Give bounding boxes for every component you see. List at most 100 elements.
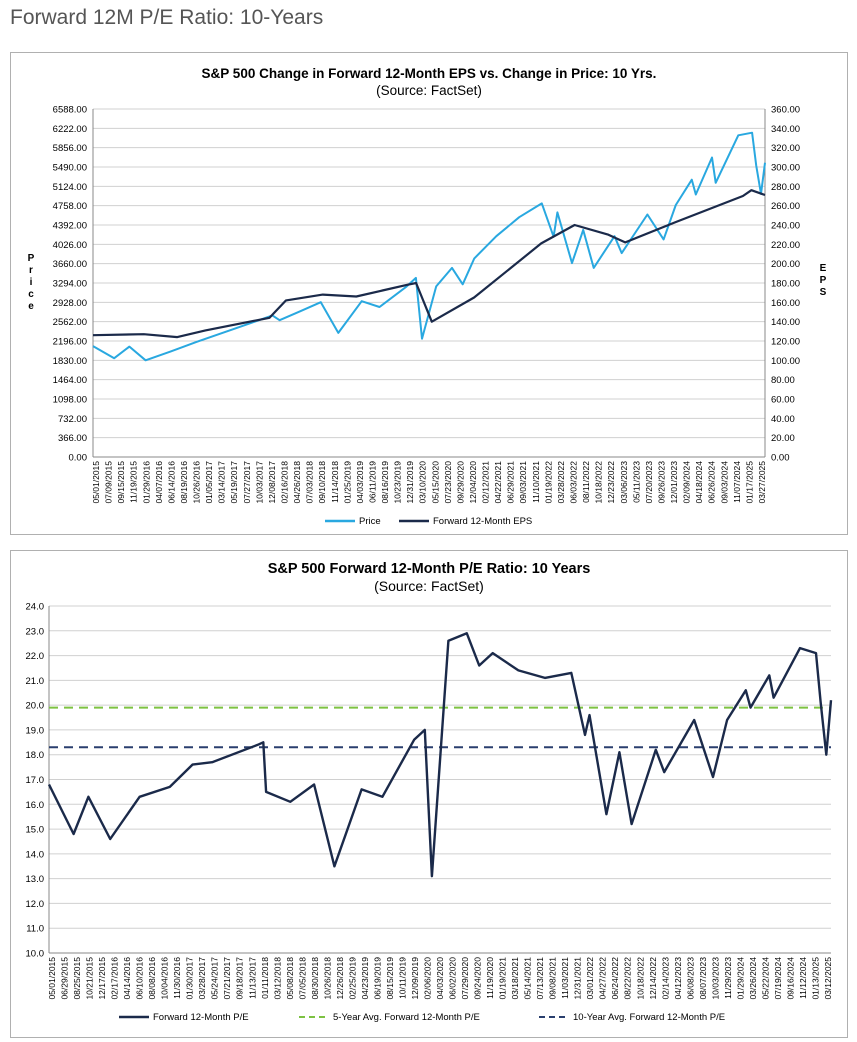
chart2-title: S&P 500 Forward 12-Month P/E Ratio: 10 Y… — [268, 561, 591, 577]
chart1-series — [92, 131, 766, 362]
chart2-x-tick-label: 09/18/2017 — [235, 957, 245, 1000]
chart2-y-tick-label: 23.0 — [26, 626, 45, 637]
chart1-left-tick-label: 5856.00 — [53, 143, 87, 154]
chart1-x-tick-label: 01/19/2022 — [543, 461, 553, 504]
chart1-left-tick-label: 3660.00 — [53, 259, 87, 270]
chart2-y-tick-label: 16.0 — [26, 800, 45, 811]
chart2-x-tick-label: 08/08/2016 — [147, 957, 157, 1000]
chart1-x-tick-label: 12/23/2022 — [606, 461, 616, 504]
chart2-x-tick-label: 08/22/2022 — [623, 957, 633, 1000]
pe-ratio-chart-panel: S&P 500 Forward 12-Month P/E Ratio: 10 Y… — [10, 550, 848, 1038]
chart1-x-tick-label: 09/03/2024 — [719, 461, 729, 504]
chart2-subtitle: (Source: FactSet) — [374, 578, 484, 594]
chart1-x-tick-label: 10/03/2017 — [254, 461, 264, 504]
chart1-x-tick-label: 05/11/2023 — [631, 461, 641, 503]
legend-10yr-avg-label: 10-Year Avg. Forward 12-Month P/E — [573, 1012, 725, 1023]
chart1-left-tick-label: 4758.00 — [53, 201, 87, 212]
axis-label-char: r — [29, 265, 33, 276]
axis-label-char: P — [820, 275, 827, 286]
chart1-x-tick-label: 03/14/2017 — [217, 461, 227, 504]
chart1-x-tick-label: 02/16/2018 — [279, 461, 289, 504]
chart1-x-tick-label: 11/10/2021 — [531, 461, 541, 503]
chart1-left-tick-label: 2928.00 — [53, 298, 87, 309]
chart1-left-axis: 6588.00 6222.00 5856.00 5490.00 5124.00 4758.… — [53, 105, 765, 464]
chart1-x-tick-label: 07/23/2020 — [443, 461, 453, 504]
axis-label-char: P — [28, 253, 35, 264]
chart2-x-tick-label: 07/21/2017 — [222, 957, 232, 1000]
axis-label-char: c — [28, 289, 34, 300]
chart1-gridlines — [93, 108, 765, 458]
chart1-left-tick-label: 5124.00 — [53, 182, 87, 193]
chart1-x-tick-label: 06/26/2024 — [707, 461, 717, 504]
chart2-x-tick-label: 03/26/2024 — [748, 957, 758, 1000]
chart1-x-tick-label: 02/12/2021 — [481, 461, 491, 504]
chart1-left-tick-label: 1098.00 — [53, 395, 87, 406]
chart2-x-tick-label: 10/04/2016 — [160, 957, 170, 1000]
price-vs-eps-chart-panel: S&P 500 Change in Forward 12-Month EPS v… — [10, 52, 848, 535]
chart1-x-tick-label: 05/01/2015 — [91, 461, 101, 504]
chart1-left-tick-label: 6222.00 — [53, 124, 87, 135]
chart2-x-tick-label: 03/12/2025 — [823, 957, 833, 1000]
chart2-series — [47, 632, 833, 878]
chart1-right-tick-label: 320.00 — [771, 143, 800, 154]
chart1-x-tick-label: 10/26/2016 — [192, 461, 202, 504]
chart1-right-axis: 360.00 340.00 320.00 300.00 280.00 260.00 240.… — [764, 105, 800, 464]
chart2-x-tick-label: 01/29/2024 — [735, 957, 745, 1000]
chart1-right-tick-label: 80.00 — [771, 375, 795, 386]
chart2-x-tick-label: 06/10/2016 — [135, 957, 145, 1000]
chart1-x-tick-label: 06/14/2016 — [166, 461, 176, 504]
axis-label-char: E — [820, 263, 827, 274]
chart2-x-tick-label: 04/27/2022 — [598, 957, 608, 1000]
chart2-x-tick-label: 05/24/2017 — [210, 957, 220, 1000]
chart2-x-axis: 05/01/2015 06/29/2015 08/25/2015 10/21/2015… — [47, 957, 833, 1000]
chart2-x-tick-label: 11/19/2020 — [485, 957, 495, 999]
chart2-y-tick-label: 17.0 — [26, 775, 45, 786]
chart1-right-tick-label: 240.00 — [771, 221, 800, 232]
price-vs-eps-chart: S&P 500 Change in Forward 12-Month EPS v… — [28, 66, 827, 527]
chart1-x-tick-label: 04/03/2019 — [355, 461, 365, 504]
eps-series-line — [92, 189, 766, 339]
legend-5yr-avg-label: 5-Year Avg. Forward 12-Month P/E — [333, 1012, 480, 1023]
axis-label-char: e — [28, 301, 34, 312]
chart2-x-tick-label: 06/29/2015 — [60, 957, 70, 1000]
chart2-x-tick-label: 08/30/2018 — [310, 957, 320, 1000]
chart2-y-axis: 24.0 23.0 22.0 21.0 20.0 19.0 18.0 17.0 16.0 15.0… — [26, 602, 831, 960]
chart1-left-tick-label: 366.00 — [58, 433, 87, 444]
chart1-x-tick-label: 10/23/2019 — [393, 461, 403, 504]
page-title: Forward 12M P/E Ratio: 10-Years — [10, 6, 324, 29]
chart1-x-tick-label: 08/19/2016 — [179, 461, 189, 504]
chart2-x-tick-label: 12/26/2018 — [335, 957, 345, 1000]
chart2-x-tick-label: 04/14/2016 — [122, 957, 132, 1000]
chart2-x-tick-label: 09/08/2021 — [548, 957, 558, 1000]
chart2-x-tick-label: 11/13/2017 — [247, 957, 257, 999]
chart1-x-tick-label: 05/19/2017 — [229, 461, 239, 504]
chart1-x-tick-label: 09/15/2015 — [116, 461, 126, 504]
chart1-right-tick-label: 300.00 — [771, 163, 800, 174]
chart1-x-tick-label: 01/05/2017 — [204, 461, 214, 504]
chart2-x-tick-label: 10/21/2015 — [85, 957, 95, 1000]
chart1-x-tick-label: 01/29/2016 — [141, 461, 151, 504]
chart2-x-tick-label: 11/12/2024 — [798, 957, 808, 999]
chart2-x-tick-label: 01/13/2025 — [810, 957, 820, 1000]
chart2-y-tick-label: 10.0 — [26, 949, 45, 960]
chart1-x-tick-label: 11/07/2024 — [732, 461, 742, 503]
chart1-x-tick-label: 09/26/2023 — [656, 461, 666, 504]
chart2-y-tick-label: 15.0 — [26, 825, 45, 836]
chart2-x-tick-label: 02/14/2023 — [660, 957, 670, 1000]
axis-label-char: S — [820, 287, 827, 298]
chart2-x-tick-label: 03/18/2021 — [510, 957, 520, 1000]
chart1-x-tick-label: 11/14/2018 — [330, 461, 340, 503]
chart2-y-tick-label: 19.0 — [26, 725, 45, 736]
chart1-x-tick-label: 07/27/2017 — [242, 461, 252, 504]
chart2-x-tick-label: 12/09/2019 — [410, 957, 420, 1000]
chart2-x-tick-label: 05/14/2021 — [523, 957, 533, 1000]
chart2-x-tick-label: 09/16/2024 — [785, 957, 795, 1000]
chart2-x-tick-label: 12/31/2021 — [573, 957, 583, 1000]
chart2-x-tick-label: 04/23/2019 — [360, 957, 370, 1000]
chart2-y-tick-label: 18.0 — [26, 750, 45, 761]
chart2-x-tick-label: 04/03/2020 — [435, 957, 445, 1000]
chart1-left-tick-label: 6588.00 — [53, 105, 87, 116]
chart2-y-tick-label: 21.0 — [26, 676, 45, 687]
chart1-right-tick-label: 100.00 — [771, 356, 800, 367]
chart1-x-tick-label: 06/11/2019 — [367, 461, 377, 503]
